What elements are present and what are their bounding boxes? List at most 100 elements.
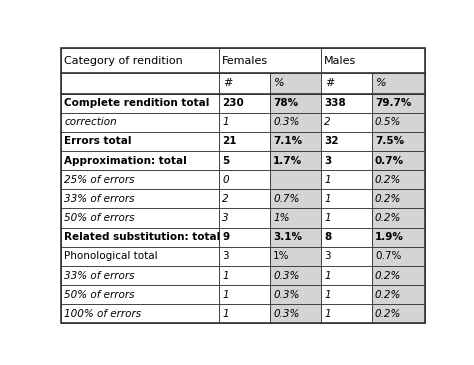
Text: 32: 32 — [324, 137, 338, 146]
Bar — [61, 189, 219, 208]
Text: 2: 2 — [324, 117, 331, 127]
Text: Category of rendition: Category of rendition — [64, 56, 183, 66]
Bar — [372, 93, 425, 113]
Bar — [270, 170, 321, 189]
Bar — [321, 208, 372, 228]
Bar — [321, 228, 372, 247]
Text: 3: 3 — [324, 155, 331, 166]
Text: 0.3%: 0.3% — [273, 290, 300, 300]
Text: 3: 3 — [222, 213, 229, 223]
Bar — [372, 151, 425, 170]
Text: 1: 1 — [222, 117, 229, 127]
Text: 0.3%: 0.3% — [273, 309, 300, 319]
Bar — [219, 48, 321, 73]
Bar — [61, 113, 219, 132]
Text: Approximation: total: Approximation: total — [64, 155, 187, 166]
Text: 1: 1 — [324, 213, 331, 223]
Text: 1: 1 — [222, 309, 229, 319]
Text: 3.1%: 3.1% — [273, 232, 302, 242]
Bar — [270, 208, 321, 228]
Text: #: # — [223, 78, 232, 88]
Bar — [61, 48, 219, 73]
Text: 0.2%: 0.2% — [375, 175, 401, 185]
Bar — [321, 247, 372, 266]
Bar — [372, 304, 425, 323]
Bar — [219, 132, 270, 151]
Text: 25% of errors: 25% of errors — [64, 175, 135, 185]
Text: 230: 230 — [222, 98, 244, 108]
Bar — [321, 48, 425, 73]
Text: 1.9%: 1.9% — [375, 232, 404, 242]
Bar — [219, 113, 270, 132]
Bar — [270, 151, 321, 170]
Bar — [219, 304, 270, 323]
Text: 0.3%: 0.3% — [273, 117, 300, 127]
Bar — [321, 73, 372, 93]
Text: 78%: 78% — [273, 98, 298, 108]
Text: 9: 9 — [222, 232, 229, 242]
Text: 1: 1 — [222, 290, 229, 300]
Text: 1: 1 — [222, 270, 229, 281]
Text: 338: 338 — [324, 98, 346, 108]
Bar — [372, 132, 425, 151]
Text: 0.2%: 0.2% — [375, 213, 401, 223]
Bar — [321, 132, 372, 151]
Bar — [219, 73, 270, 93]
Bar — [372, 208, 425, 228]
Bar — [219, 151, 270, 170]
Bar — [321, 170, 372, 189]
Bar — [61, 170, 219, 189]
Bar — [270, 228, 321, 247]
Text: Related substitution: total: Related substitution: total — [64, 232, 220, 242]
Text: 33% of errors: 33% of errors — [64, 270, 135, 281]
Bar — [61, 228, 219, 247]
Text: 0.2%: 0.2% — [375, 270, 401, 281]
Text: 1.7%: 1.7% — [273, 155, 302, 166]
Bar — [61, 304, 219, 323]
Text: Males: Males — [324, 56, 356, 66]
Bar — [61, 266, 219, 285]
Bar — [219, 228, 270, 247]
Text: 0.7%: 0.7% — [375, 155, 404, 166]
Bar — [270, 189, 321, 208]
Text: 0.7%: 0.7% — [273, 194, 300, 204]
Bar — [372, 189, 425, 208]
Bar — [372, 228, 425, 247]
Bar — [270, 132, 321, 151]
Text: Females: Females — [222, 56, 268, 66]
Bar — [61, 151, 219, 170]
Text: 0.5%: 0.5% — [375, 117, 401, 127]
Bar — [270, 285, 321, 304]
Bar — [321, 113, 372, 132]
Bar — [219, 285, 270, 304]
Text: 1: 1 — [324, 290, 331, 300]
Text: 100% of errors: 100% of errors — [64, 309, 141, 319]
Text: 0.2%: 0.2% — [375, 309, 401, 319]
Text: 21: 21 — [222, 137, 237, 146]
Text: 1: 1 — [324, 175, 331, 185]
Text: 2: 2 — [222, 194, 229, 204]
Bar — [219, 189, 270, 208]
Bar — [61, 93, 219, 113]
Bar — [270, 73, 321, 93]
Text: 1: 1 — [324, 194, 331, 204]
Bar — [270, 304, 321, 323]
Bar — [321, 304, 372, 323]
Bar — [219, 170, 270, 189]
Bar — [372, 113, 425, 132]
Bar — [61, 132, 219, 151]
Text: 1%: 1% — [273, 213, 290, 223]
Text: Complete rendition total: Complete rendition total — [64, 98, 210, 108]
Bar — [270, 113, 321, 132]
Bar — [61, 208, 219, 228]
Text: 3: 3 — [324, 251, 331, 261]
Bar — [270, 93, 321, 113]
Text: 0.2%: 0.2% — [375, 290, 401, 300]
Text: 0: 0 — [222, 175, 229, 185]
Text: 50% of errors: 50% of errors — [64, 213, 135, 223]
Bar — [61, 73, 219, 93]
Bar — [321, 266, 372, 285]
Bar — [321, 285, 372, 304]
Bar — [372, 170, 425, 189]
Text: 50% of errors: 50% of errors — [64, 290, 135, 300]
